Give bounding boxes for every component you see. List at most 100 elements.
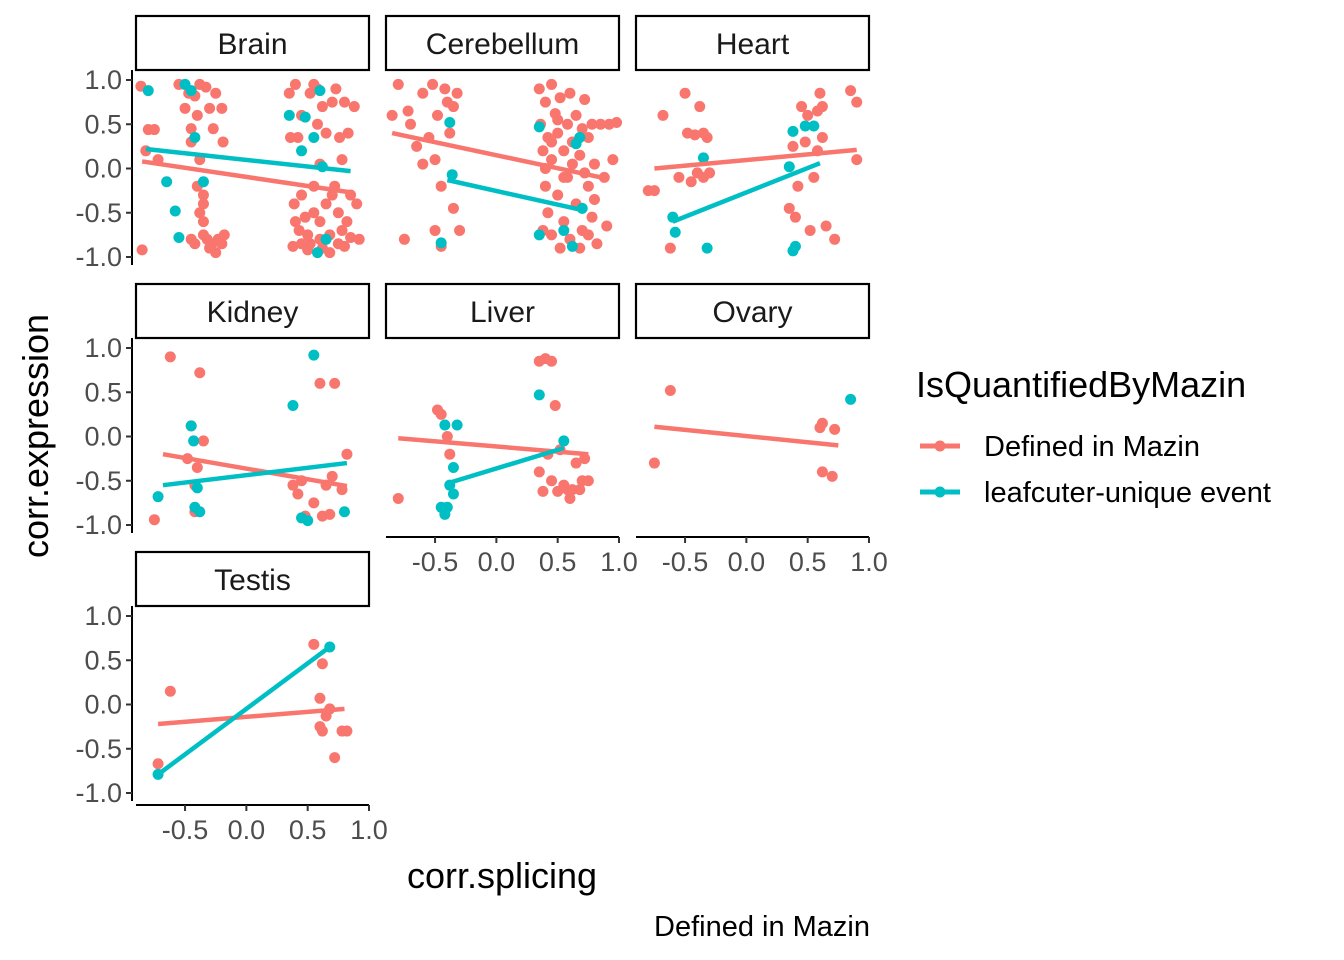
y-tick-label: -0.5 — [75, 734, 122, 764]
data-point — [217, 136, 229, 148]
data-point — [287, 240, 299, 252]
data-point — [292, 488, 304, 500]
data-point — [161, 176, 173, 188]
data-point — [296, 189, 308, 201]
data-point — [329, 377, 341, 389]
data-point — [292, 132, 304, 144]
data-point — [341, 216, 353, 228]
data-point — [210, 87, 222, 99]
data-point — [601, 220, 613, 232]
data-point — [308, 132, 320, 144]
data-point — [353, 233, 365, 245]
facet-strip-label: Cerebellum — [426, 28, 579, 61]
y-tick-label: 0.0 — [84, 422, 122, 452]
data-point — [338, 506, 350, 518]
data-point — [558, 224, 570, 236]
data-point — [302, 229, 314, 241]
data-point — [136, 244, 148, 256]
data-point — [311, 247, 323, 259]
facet-strip — [134, 282, 371, 340]
y-tick-label: 1.0 — [84, 333, 122, 363]
facet-strip-label: Kidney — [207, 296, 299, 329]
data-point — [689, 129, 701, 141]
data-point — [783, 161, 795, 173]
data-point — [558, 435, 570, 447]
data-point — [308, 207, 320, 219]
facet-strip-label: Liver — [470, 296, 535, 329]
data-point — [152, 758, 164, 770]
chart-caption: Defined in Mazin — [654, 911, 870, 943]
data-point — [586, 118, 598, 130]
data-point — [439, 83, 451, 95]
x-tick-label: 0.5 — [539, 547, 577, 577]
data-point — [194, 367, 206, 379]
data-point — [546, 136, 558, 148]
data-point — [447, 202, 459, 214]
data-point — [348, 101, 360, 113]
data-point — [564, 87, 576, 99]
fit-line — [446, 445, 565, 486]
facet-strip — [634, 14, 871, 72]
data-point — [447, 488, 459, 500]
data-point — [588, 193, 600, 205]
data-point — [330, 83, 342, 95]
y-tick-label: -1.0 — [75, 778, 122, 808]
data-point — [829, 233, 841, 245]
data-point — [417, 87, 429, 99]
data-point — [320, 198, 332, 210]
data-point — [552, 114, 564, 126]
data-point — [185, 85, 197, 97]
facet-strip — [134, 14, 371, 72]
data-point — [648, 185, 660, 197]
data-point — [552, 127, 564, 139]
data-point — [591, 238, 603, 250]
x-tick-label: 0.5 — [289, 815, 327, 845]
fit-line — [156, 645, 332, 777]
data-point — [607, 154, 619, 166]
data-point — [293, 224, 305, 236]
data-point — [685, 176, 697, 188]
data-point — [392, 492, 404, 504]
data-point — [341, 448, 353, 460]
data-point — [316, 658, 328, 670]
data-point — [169, 205, 181, 217]
data-point — [432, 109, 444, 121]
facet-panel-ovary: Ovary -0.5 0.0 0.5 1.0 — [634, 282, 888, 577]
data-point — [826, 470, 838, 482]
data-point — [188, 435, 200, 447]
data-point — [561, 118, 573, 130]
data-point — [392, 78, 404, 90]
data-point — [283, 87, 295, 99]
data-point — [283, 109, 295, 121]
data-point — [405, 118, 417, 130]
data-point — [314, 216, 326, 228]
data-point — [679, 87, 691, 99]
data-point — [314, 377, 326, 389]
x-tick-label: -0.5 — [412, 547, 459, 577]
data-point — [447, 101, 459, 113]
data-point — [200, 81, 212, 93]
data-point — [539, 96, 551, 108]
data-point — [197, 435, 209, 447]
data-point — [185, 420, 197, 432]
data-point — [816, 466, 828, 478]
data-point — [308, 497, 320, 509]
data-point — [845, 393, 857, 405]
data-point — [164, 685, 176, 697]
y-tick-label: -1.0 — [75, 242, 122, 272]
data-point — [194, 506, 206, 518]
data-point — [444, 116, 456, 128]
data-point — [454, 224, 466, 236]
y-tick-label: 0.5 — [84, 109, 122, 139]
data-point — [697, 152, 709, 164]
facet-panel-cerebellum: Cerebellum — [384, 14, 623, 254]
data-point — [324, 247, 336, 259]
data-point — [570, 109, 582, 121]
data-point — [148, 514, 160, 526]
data-point — [546, 78, 558, 90]
data-point — [191, 109, 203, 121]
data-point — [582, 475, 594, 487]
data-point — [851, 96, 863, 108]
